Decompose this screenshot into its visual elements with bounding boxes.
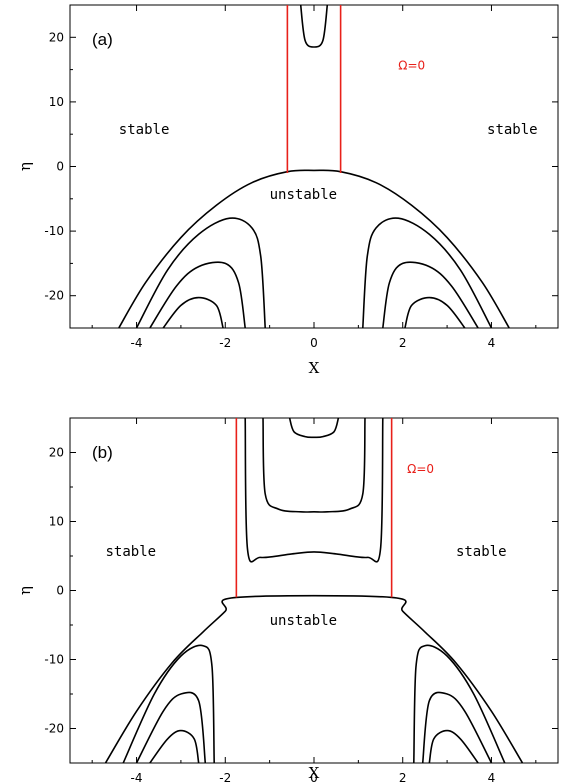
y-tick-label: 10 — [49, 515, 64, 529]
y-tick-label: 20 — [49, 446, 64, 460]
contour-line-4 — [149, 261, 246, 328]
omega-zero-label: Ω=0 — [407, 462, 434, 476]
contour-line-7 — [404, 296, 466, 328]
x-axis-label: X — [309, 764, 320, 782]
curves — [104, 418, 524, 763]
x-tick-label: 2 — [399, 336, 407, 350]
x-tick-label: -2 — [219, 771, 231, 783]
x-tick-label: -4 — [131, 771, 143, 783]
contour-line-6 — [162, 296, 224, 328]
contour-line-0 — [104, 594, 524, 763]
plot-frame — [69, 4, 559, 329]
x-tick-label: 4 — [488, 336, 496, 350]
y-axis-label: η — [16, 586, 34, 595]
panel-label: (b) — [92, 443, 113, 462]
x-tick-label: -2 — [219, 336, 231, 350]
x-tick-label: 0 — [310, 771, 318, 783]
region-label-stable: stable — [456, 544, 507, 560]
contour-line-9 — [428, 729, 479, 763]
x-tick-label: 4 — [488, 771, 496, 783]
contour-line-8 — [149, 729, 200, 763]
contour-line-4 — [122, 644, 215, 763]
omega-zero-label: Ω=0 — [398, 59, 425, 73]
contour-line-1 — [299, 5, 329, 48]
y-tick-label: 20 — [49, 30, 64, 44]
y-tick-label: 0 — [56, 584, 64, 598]
panel-label: (a) — [92, 30, 113, 49]
contour-line-1 — [244, 418, 384, 563]
y-tick-label: -20 — [44, 722, 64, 736]
contour-line-0 — [118, 169, 510, 328]
contour-line-3 — [288, 418, 340, 439]
y-tick-label: 10 — [49, 95, 64, 109]
y-tick-label: -10 — [44, 224, 64, 238]
y-tick-label: -10 — [44, 653, 64, 667]
contour-line-6 — [135, 691, 207, 763]
contour-line-7 — [421, 691, 493, 763]
x-tick-label: 2 — [399, 771, 407, 783]
contour-line-2 — [135, 217, 266, 328]
x-axis-label: X — [309, 359, 320, 377]
region-label-unstable: unstable — [270, 187, 337, 203]
y-tick-label: -20 — [44, 289, 64, 303]
region-label-stable: stable — [119, 122, 170, 138]
region-label-stable: stable — [105, 544, 156, 560]
y-tick-label: 0 — [56, 160, 64, 174]
x-tick-label: 0 — [310, 336, 318, 350]
contour-line-5 — [413, 644, 506, 763]
contour-line-5 — [382, 261, 479, 328]
y-axis-label: η — [16, 162, 34, 171]
contour-line-3 — [362, 217, 493, 328]
region-label-stable: stable — [487, 122, 538, 138]
x-tick-label: -4 — [131, 336, 143, 350]
plot-frame — [69, 417, 559, 764]
region-label-unstable: unstable — [270, 613, 337, 629]
curves — [118, 5, 510, 328]
contour-line-2 — [262, 418, 366, 513]
